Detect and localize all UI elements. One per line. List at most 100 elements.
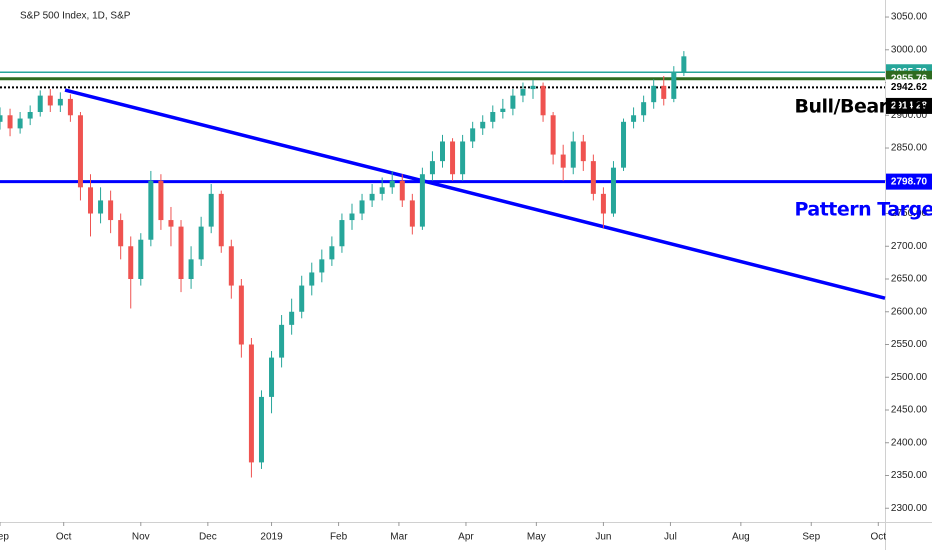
- x-tick-label: Jun: [595, 532, 611, 543]
- y-tick-label: 3000.00: [891, 44, 928, 55]
- candle-body: [248, 344, 254, 463]
- candle-body: [27, 111, 33, 119]
- y-tick-label: 2750.00: [891, 208, 928, 219]
- candle-body: [128, 246, 134, 280]
- x-tick-label: Mar: [390, 532, 408, 543]
- level-label-bg: [886, 79, 932, 96]
- x-tick-label: Sep: [802, 532, 820, 543]
- candle-body: [47, 95, 53, 106]
- y-tick-label: 2600.00: [891, 306, 928, 317]
- candle-body: [67, 98, 73, 116]
- x-tick-label: Aug: [732, 532, 750, 543]
- level-label-bg: [886, 97, 932, 114]
- candle-body: [560, 154, 566, 168]
- candle-body: [621, 121, 627, 168]
- y-tick-label: 2650.00: [891, 274, 928, 285]
- candle-body: [77, 115, 83, 188]
- candle-body: [57, 98, 63, 106]
- annotation: Pattern Target Zone: [794, 199, 932, 221]
- candle-body: [530, 85, 536, 90]
- candle-body: [329, 246, 335, 260]
- candle-body: [289, 311, 295, 325]
- x-tick-label: Oct: [871, 532, 887, 543]
- level-label: 2955.76: [891, 73, 928, 84]
- candle-body: [269, 357, 275, 397]
- level-label-bg: [886, 173, 932, 190]
- candle-body: [339, 220, 345, 247]
- y-tick-label: 2300.00: [891, 503, 928, 514]
- candle-body: [138, 239, 144, 280]
- candle-body: [450, 141, 456, 175]
- candle-body: [570, 141, 576, 168]
- candle-body: [238, 285, 244, 345]
- candle-body: [470, 128, 476, 142]
- x-tick-label: Oct: [56, 532, 72, 543]
- y-tick-label: 2850.00: [891, 143, 928, 154]
- y-tick-label: 2700.00: [891, 241, 928, 252]
- y-tick-label: 2500.00: [891, 372, 928, 383]
- candle-body: [399, 180, 405, 201]
- candle-body: [550, 115, 556, 155]
- candle-body: [429, 161, 435, 175]
- candle-body: [389, 180, 395, 188]
- candle-body: [118, 220, 124, 247]
- level-label: 2798.70: [891, 176, 928, 187]
- candle-body: [279, 324, 285, 358]
- x-tick-label: 2019: [260, 532, 283, 543]
- candle-body: [631, 115, 637, 122]
- candle-body: [158, 180, 164, 221]
- candle-body: [309, 272, 315, 286]
- candle-body: [460, 141, 466, 175]
- x-tick-label: Jul: [664, 532, 677, 543]
- candle-body: [218, 193, 224, 247]
- level-label: 2942.62: [891, 82, 928, 93]
- candle-body: [651, 85, 657, 103]
- candle-body: [349, 213, 355, 221]
- x-tick-label: May: [527, 532, 546, 543]
- candle-body: [299, 285, 305, 312]
- x-tick-label: Feb: [330, 532, 348, 543]
- candle-body: [359, 200, 365, 214]
- level-label: 2914.28: [891, 101, 928, 112]
- candle-body: [610, 167, 616, 214]
- candle-body: [188, 259, 194, 280]
- candle-body: [580, 141, 586, 162]
- candle-body: [88, 187, 94, 214]
- y-tick-label: 2550.00: [891, 339, 928, 350]
- candle-body: [681, 56, 687, 73]
- candle-body: [590, 161, 596, 194]
- candle-body: [510, 95, 516, 109]
- candle-body: [409, 200, 415, 227]
- candle-body: [168, 220, 174, 227]
- trendline: [64, 88, 886, 300]
- candle-body: [419, 174, 425, 227]
- candle-body: [480, 121, 486, 129]
- x-tick-label: Sep: [0, 532, 9, 543]
- candle-body: [661, 85, 667, 99]
- candle-body: [37, 95, 43, 112]
- candle-body: [108, 200, 114, 221]
- candle-body: [600, 193, 606, 214]
- candle-body: [379, 187, 385, 194]
- candle-body: [208, 193, 214, 227]
- candle-body: [148, 180, 154, 240]
- candle-body: [540, 85, 546, 116]
- candle-body: [0, 115, 3, 122]
- x-tick-label: Nov: [132, 532, 150, 543]
- y-tick-label: 2350.00: [891, 470, 928, 481]
- candle-body: [228, 246, 234, 286]
- y-tick-label: 3050.00: [891, 12, 928, 23]
- candle-body: [258, 396, 264, 463]
- candle-body: [641, 102, 647, 116]
- candle-body: [671, 72, 677, 99]
- x-tick-label: Apr: [458, 532, 474, 543]
- candle-body: [7, 115, 13, 129]
- annotation: Bull/Bear Line: [794, 95, 932, 117]
- candle-body: [17, 118, 23, 129]
- candle-body: [490, 111, 496, 122]
- y-tick-label: 2400.00: [891, 437, 928, 448]
- candle-body: [520, 89, 526, 96]
